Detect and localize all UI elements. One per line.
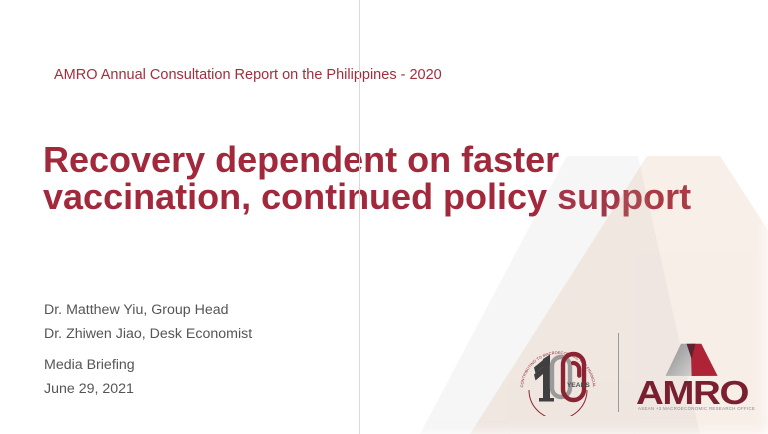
svg-text:YEARS: YEARS <box>567 382 590 389</box>
svg-text:ASEAN +3 MACROECONOMIC RESEARC: ASEAN +3 MACROECONOMIC RESEARCH OFFICE <box>638 406 755 411</box>
